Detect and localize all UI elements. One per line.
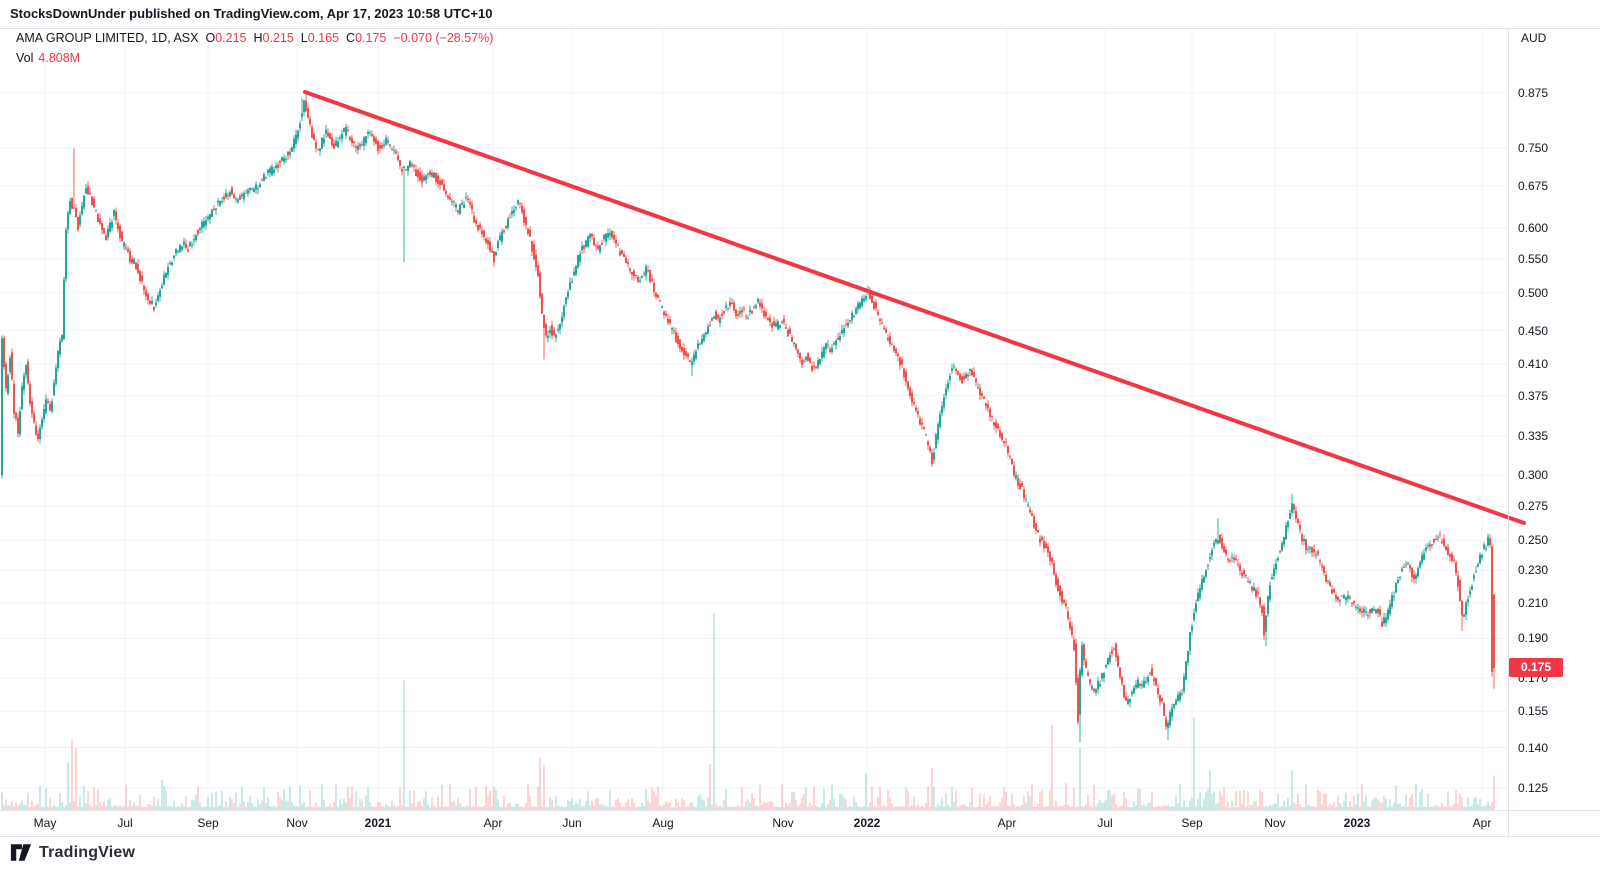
- date-tick-label: Sep: [197, 816, 219, 830]
- ohlc-values: O0.215 H0.215 L0.165 C0.175: [205, 31, 393, 45]
- price-tick-label: 0.335: [1518, 429, 1549, 443]
- price-tick-label: 0.250: [1518, 533, 1549, 547]
- price-tick-label: 0.155: [1518, 704, 1549, 718]
- date-tick-label: Nov: [286, 816, 308, 830]
- volume-legend[interactable]: Vol 4.808M: [16, 51, 80, 65]
- date-tick-label: Jul: [1097, 816, 1113, 830]
- date-tick-label: Jul: [117, 816, 133, 830]
- price-tick-label: 0.750: [1518, 141, 1549, 155]
- ohlc-segment: C0.175: [346, 31, 387, 45]
- price-tick-label: 0.125: [1518, 781, 1549, 795]
- price-tick-label: 0.600: [1518, 221, 1549, 235]
- date-tick-label: 2022: [853, 816, 881, 830]
- ohlc-segment: H0.215: [253, 31, 294, 45]
- symbol-title[interactable]: AMA GROUP LIMITED, 1D, ASX: [16, 31, 199, 45]
- volume-label: Vol: [16, 51, 34, 65]
- price-tick-label: 0.875: [1518, 86, 1549, 100]
- price-tick-label: 0.500: [1518, 286, 1549, 300]
- symbol-legend[interactable]: AMA GROUP LIMITED, 1D, ASX O0.215 H0.215 L0…: [16, 31, 493, 45]
- date-tick-label: Apr: [483, 816, 503, 830]
- date-tick-label: Aug: [652, 816, 674, 830]
- date-tick-label: Apr: [997, 816, 1017, 830]
- currency-label: AUD: [1521, 31, 1547, 45]
- price-tick-label: 0.230: [1518, 563, 1549, 577]
- ohlc-segment: L0.165: [300, 31, 340, 45]
- change-value: −0.070 (−28.57%): [393, 31, 494, 45]
- price-tick-label: 0.450: [1518, 324, 1549, 338]
- date-tick-label: Sep: [1181, 816, 1203, 830]
- ohlc-segment: O0.215: [205, 31, 247, 45]
- price-tick-label: 0.550: [1518, 252, 1549, 266]
- price-tick-label: 0.675: [1518, 179, 1549, 193]
- date-tick-label: 2023: [1343, 816, 1371, 830]
- tradingview-wordmark: TradingView: [39, 843, 136, 861]
- price-tick-label: 0.410: [1518, 357, 1549, 371]
- price-tick-label: 0.190: [1518, 631, 1549, 645]
- tradingview-footer[interactable]: TradingView: [10, 843, 135, 862]
- date-tick-label: Apr: [1472, 816, 1492, 830]
- attribution-text: StocksDownUnder published on TradingView…: [10, 6, 493, 21]
- price-tick-label: 0.275: [1518, 499, 1549, 513]
- date-tick-label: 2021: [364, 816, 392, 830]
- date-tick-label: Jun: [562, 816, 582, 830]
- tradingview-logo-icon: [10, 844, 32, 861]
- date-tick-label: Nov: [1264, 816, 1286, 830]
- price-tick-label: 0.140: [1518, 741, 1549, 755]
- date-tick-label: Nov: [772, 816, 794, 830]
- date-tick-label: May: [33, 816, 57, 830]
- price-tick-label: 0.300: [1518, 468, 1549, 482]
- price-tick-label: 0.375: [1518, 389, 1549, 403]
- price-tick-label: 0.210: [1518, 596, 1549, 610]
- volume-value: 4.808M: [38, 51, 81, 65]
- last-price-badge: 0.175: [1509, 658, 1563, 677]
